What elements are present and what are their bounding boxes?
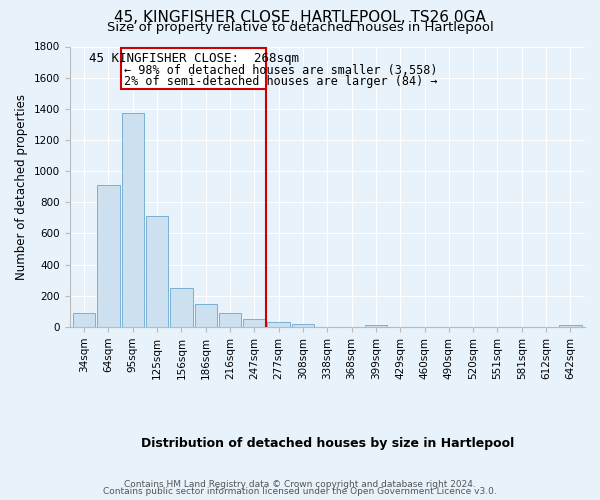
- Bar: [122, 114, 144, 327]
- X-axis label: Distribution of detached houses by size in Hartlepool: Distribution of detached houses by size …: [140, 437, 514, 450]
- Bar: [146, 216, 168, 327]
- Text: 2% of semi-detached houses are larger (84) →: 2% of semi-detached houses are larger (8…: [124, 75, 438, 88]
- Bar: [292, 324, 314, 327]
- FancyBboxPatch shape: [121, 48, 266, 88]
- Bar: [194, 304, 217, 327]
- Text: Size of property relative to detached houses in Hartlepool: Size of property relative to detached ho…: [107, 21, 493, 34]
- Y-axis label: Number of detached properties: Number of detached properties: [15, 94, 28, 280]
- Text: ← 98% of detached houses are smaller (3,558): ← 98% of detached houses are smaller (3,…: [124, 64, 438, 76]
- Bar: [243, 319, 266, 327]
- Text: 45, KINGFISHER CLOSE, HARTLEPOOL, TS26 0GA: 45, KINGFISHER CLOSE, HARTLEPOOL, TS26 0…: [114, 10, 486, 25]
- Bar: [365, 326, 387, 327]
- Bar: [559, 326, 581, 327]
- Bar: [73, 313, 95, 327]
- Text: 45 KINGFISHER CLOSE:  268sqm: 45 KINGFISHER CLOSE: 268sqm: [89, 52, 299, 65]
- Bar: [268, 322, 290, 327]
- Text: Contains HM Land Registry data © Crown copyright and database right 2024.: Contains HM Land Registry data © Crown c…: [124, 480, 476, 489]
- Bar: [219, 313, 241, 327]
- Bar: [170, 288, 193, 327]
- Text: Contains public sector information licensed under the Open Government Licence v3: Contains public sector information licen…: [103, 487, 497, 496]
- Bar: [97, 185, 119, 327]
